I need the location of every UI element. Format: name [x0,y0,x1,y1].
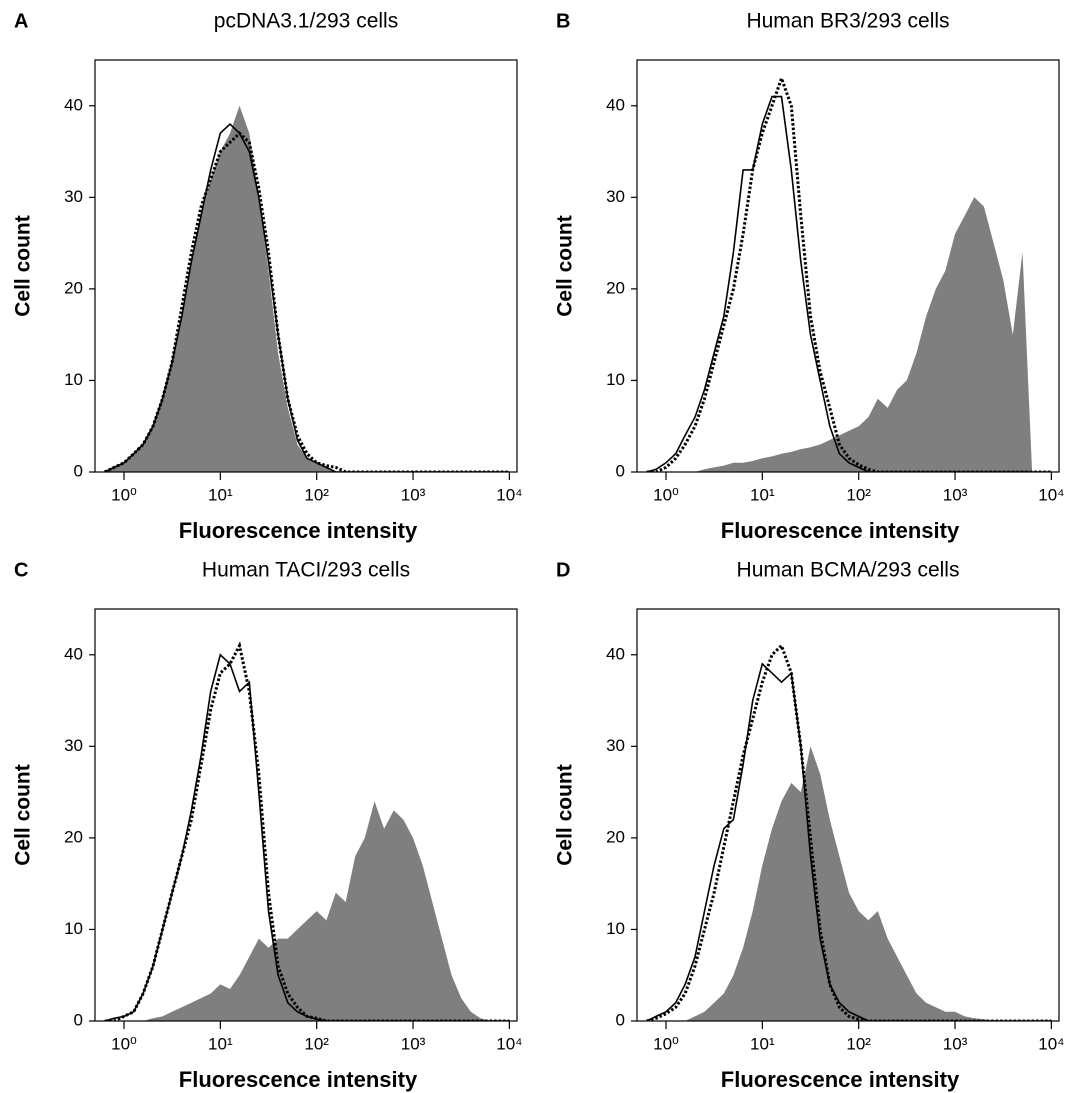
y-tick-label: 20 [64,827,83,846]
histogram-line [104,641,510,1021]
x-tick-label: 10⁴ [496,1034,522,1053]
y-tick-label: 10 [606,919,625,938]
y-tick-label: 0 [74,461,83,480]
x-tick-label: 10⁰ [653,1034,679,1053]
x-tick-label: 10¹ [208,1034,233,1053]
histogram-line [104,131,510,472]
x-tick-label: 10³ [943,1034,968,1053]
y-tick-label: 30 [606,187,625,206]
y-tick-label: 20 [64,278,83,297]
panel-title: Human BCMA/293 cells [737,559,960,582]
plot-frame [94,608,518,1022]
y-tick-label: 10 [606,370,625,389]
panel-letter: A [14,10,28,32]
y-tick-label: 20 [606,827,625,846]
x-tick-label: 10² [846,1034,871,1053]
panel-letter: B [556,10,570,32]
y-tick-label: 0 [616,1010,625,1029]
y-tick-label: 30 [64,187,83,206]
panel-title: Human BR3/293 cells [746,10,949,33]
x-tick-label: 10² [846,485,871,504]
x-tick-label: 10³ [401,1034,426,1053]
y-tick-label: 0 [74,1010,83,1029]
x-tick-label: 10¹ [750,485,775,504]
x-axis-label: Fluorescence intensity [179,1067,418,1092]
x-tick-label: 10⁴ [496,485,522,504]
plot-frame [636,59,1060,473]
x-axis-label: Fluorescence intensity [721,1067,960,1092]
x-axis-label: Fluorescence intensity [179,518,418,543]
y-tick-label: 40 [606,95,625,114]
x-tick-label: 10³ [401,485,426,504]
x-tick-label: 10⁰ [111,485,137,504]
histogram-line [646,642,1052,1021]
histogram-line [646,73,1052,472]
x-tick-label: 10⁴ [1038,1034,1064,1053]
y-tick-label: 40 [64,95,83,114]
histogram-area [104,801,510,1021]
x-tick-label: 10⁰ [111,1034,137,1053]
panel-letter: C [14,559,28,581]
histogram-line [646,95,1052,472]
y-tick-label: 30 [64,736,83,755]
x-tick-label: 10⁴ [1038,485,1064,504]
y-axis-label: Cell count [554,764,577,866]
y-tick-label: 40 [64,644,83,663]
x-tick-label: 10⁰ [653,485,679,504]
y-tick-label: 10 [64,370,83,389]
histogram-line [646,662,1052,1021]
plot-frame [636,608,1060,1022]
histogram-area [646,197,1052,472]
x-tick-label: 10¹ [208,485,233,504]
panel-letter: D [556,559,570,581]
y-axis-label: Cell count [12,764,35,866]
plot-frame [94,59,518,473]
histogram-area [646,746,1052,1021]
x-axis-label: Fluorescence intensity [721,518,960,543]
x-tick-label: 10² [304,485,329,504]
y-tick-label: 20 [606,278,625,297]
panel-title: pcDNA3.1/293 cells [214,10,398,33]
x-tick-label: 10² [304,1034,329,1053]
panel-title: Human TACI/293 cells [202,559,410,582]
x-tick-label: 10¹ [750,1034,775,1053]
y-tick-label: 0 [616,461,625,480]
x-tick-label: 10³ [943,485,968,504]
y-tick-label: 40 [606,644,625,663]
y-tick-label: 10 [64,919,83,938]
y-axis-label: Cell count [12,215,35,317]
y-tick-label: 30 [606,736,625,755]
histogram-area [104,105,510,472]
y-axis-label: Cell count [554,215,577,317]
